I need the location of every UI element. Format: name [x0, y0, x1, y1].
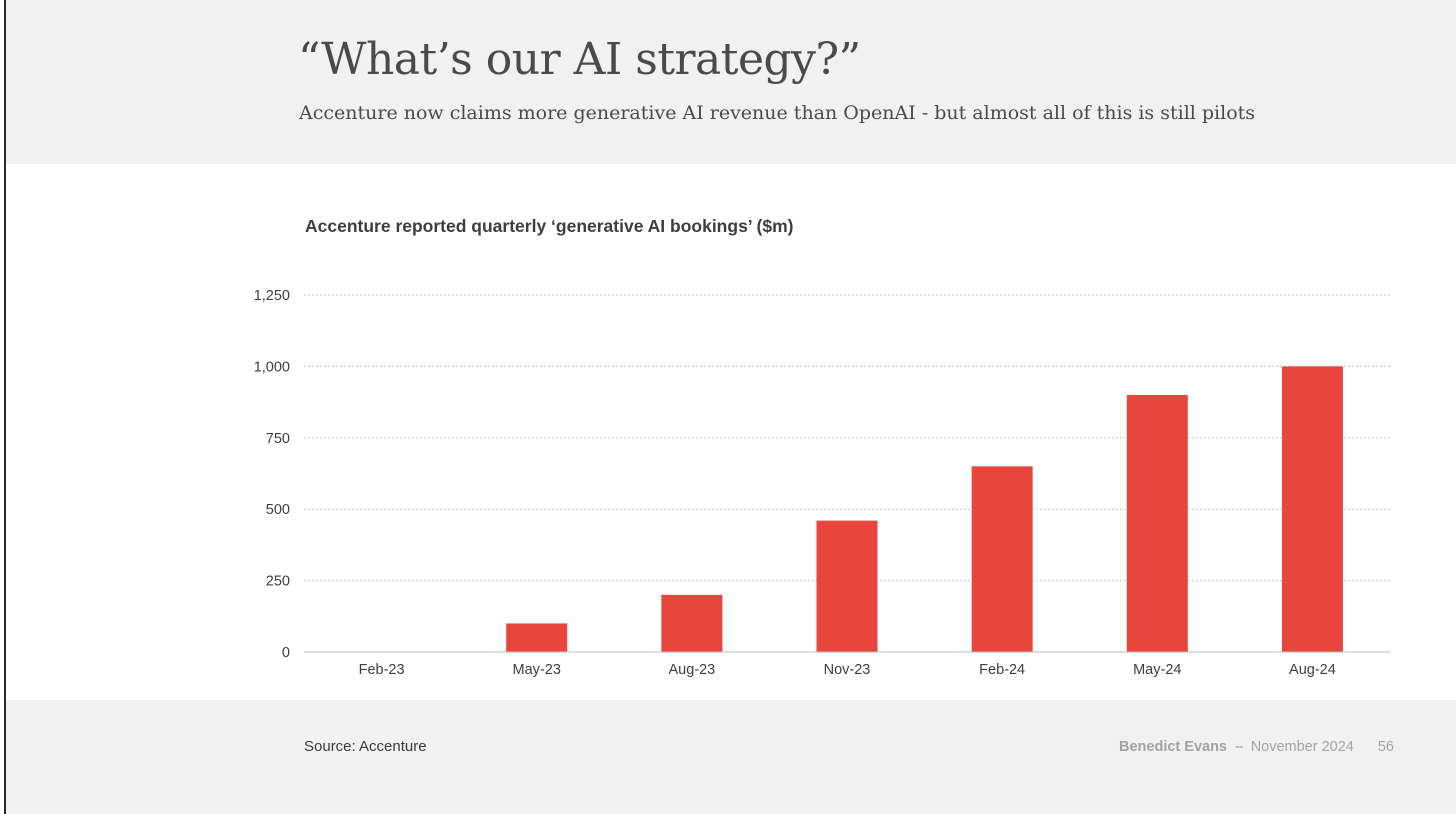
bars	[506, 366, 1343, 652]
x-tick-label: May-24	[1133, 662, 1181, 678]
bar-aug-23	[661, 594, 723, 652]
author-name: Benedict Evans	[1119, 739, 1228, 755]
y-axis-ticks: 0 250 500 750 1,000 1,250	[254, 288, 290, 661]
x-tick-label: Aug-23	[668, 662, 715, 678]
slide-headline: “What’s our AI strategy?”	[298, 34, 861, 85]
slide-subtitle: Accenture now claims more generative AI …	[299, 102, 1256, 124]
y-tick-label: 1,000	[254, 359, 290, 375]
bar-may-24	[1126, 394, 1188, 652]
y-tick-label: 750	[266, 431, 290, 447]
bar-feb-24	[971, 466, 1033, 652]
chart-title: Accenture reported quarterly ‘generative…	[305, 216, 794, 236]
credit-separator: --	[1235, 739, 1244, 755]
credits: Benedict Evans -- November 2024 56	[1119, 739, 1394, 755]
source-note: Source: Accenture	[304, 738, 427, 755]
x-tick-label: Aug-24	[1289, 662, 1336, 678]
y-tick-label: 1,250	[254, 288, 290, 304]
x-tick-label: Feb-24	[979, 662, 1025, 678]
x-tick-label: May-23	[513, 662, 561, 678]
presentation-date: November 2024	[1250, 739, 1354, 755]
y-tick-label: 0	[282, 645, 290, 661]
y-tick-label: 250	[266, 574, 290, 590]
page-number: 56	[1377, 739, 1394, 755]
y-tick-label: 500	[266, 502, 290, 518]
slide-left-border	[4, 0, 6, 814]
x-tick-label: Feb-23	[359, 662, 405, 678]
x-tick-label: Nov-23	[824, 662, 871, 678]
bar-may-23	[506, 623, 568, 652]
x-axis-ticks: Feb-23 May-23 Aug-23 Nov-23 Feb-24 May-24 Aug-…	[359, 662, 1336, 678]
bar-nov-23	[816, 520, 878, 652]
bar-aug-24	[1281, 366, 1343, 652]
slide-header	[6, 0, 1456, 164]
gridlines	[304, 294, 1390, 582]
slide-footer: Source: Accenture Benedict Evans -- Novemb…	[6, 700, 1456, 814]
